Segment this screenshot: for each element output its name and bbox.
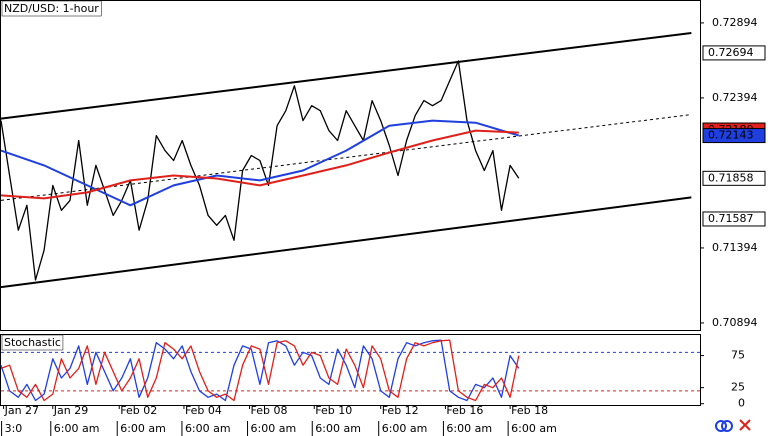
x-tick-label: Feb 12 [382, 404, 419, 417]
price-label-box [702, 211, 766, 227]
y-tick-label: 0.72894 [712, 16, 758, 29]
y-tick-label: 0.72394 [712, 91, 758, 104]
icon [721, 420, 733, 432]
x-sublabel: 6:00 am [251, 422, 297, 435]
icon [739, 419, 751, 431]
y-tick-label: 0.70894 [712, 316, 758, 329]
bottom-icons [715, 419, 751, 432]
trendline [0, 196, 692, 289]
series-line [0, 339, 520, 402]
x-sublabel: 6:00 am [185, 422, 231, 435]
x-sublabel: 6:00 am [511, 422, 557, 435]
trendline [0, 31, 692, 120]
stochastic-pane [0, 334, 701, 406]
price-label: 0.72143 [708, 129, 754, 142]
x-sublabel: 3:0 [5, 422, 23, 435]
x-sublabel: 6:00 am [382, 422, 428, 435]
price-label-box [702, 170, 766, 186]
x-sublabel: 6:00 am [54, 422, 100, 435]
price-label-box [702, 45, 766, 61]
series-line [0, 129, 519, 200]
x-tick-label: Feb 10 [315, 404, 352, 417]
icon [715, 420, 727, 432]
y-tick-label: 75 [731, 349, 745, 362]
pane-title: NZD/USD: 1-hour [4, 2, 99, 15]
pane-title-box [1, 0, 102, 17]
series-line [0, 339, 520, 402]
x-tick-label: Feb 18 [511, 404, 548, 417]
y-tick-label: 0.71394 [712, 241, 758, 254]
x-sublabel: 6:00 am [446, 422, 492, 435]
price-label: 0.72694 [708, 46, 754, 59]
x-tick-label: Jan 29 [53, 404, 88, 417]
y-tick-label: 25 [731, 381, 745, 394]
x-tick-label: Feb 08 [251, 404, 288, 417]
price-label: 0.71858 [708, 171, 754, 184]
trendline [0, 114, 692, 201]
x-sublabel: 6:00 am [120, 422, 166, 435]
pane-title: Stochastic [4, 336, 61, 349]
x-tick-label: Jan 27 [4, 404, 39, 417]
price-label-box [702, 128, 766, 144]
price-label: 0.71587 [708, 212, 754, 225]
x-tick-label: Feb 04 [185, 404, 222, 417]
y-tick-label: 0 [738, 397, 745, 410]
x-tick-label: Feb 16 [446, 404, 483, 417]
series-line [0, 119, 520, 207]
main-pane [0, 0, 701, 331]
x-tick-label: Feb 02 [120, 404, 157, 417]
series-line [0, 60, 520, 281]
pane-title-box [1, 334, 64, 351]
x-sublabel: 6:00 am [315, 422, 361, 435]
